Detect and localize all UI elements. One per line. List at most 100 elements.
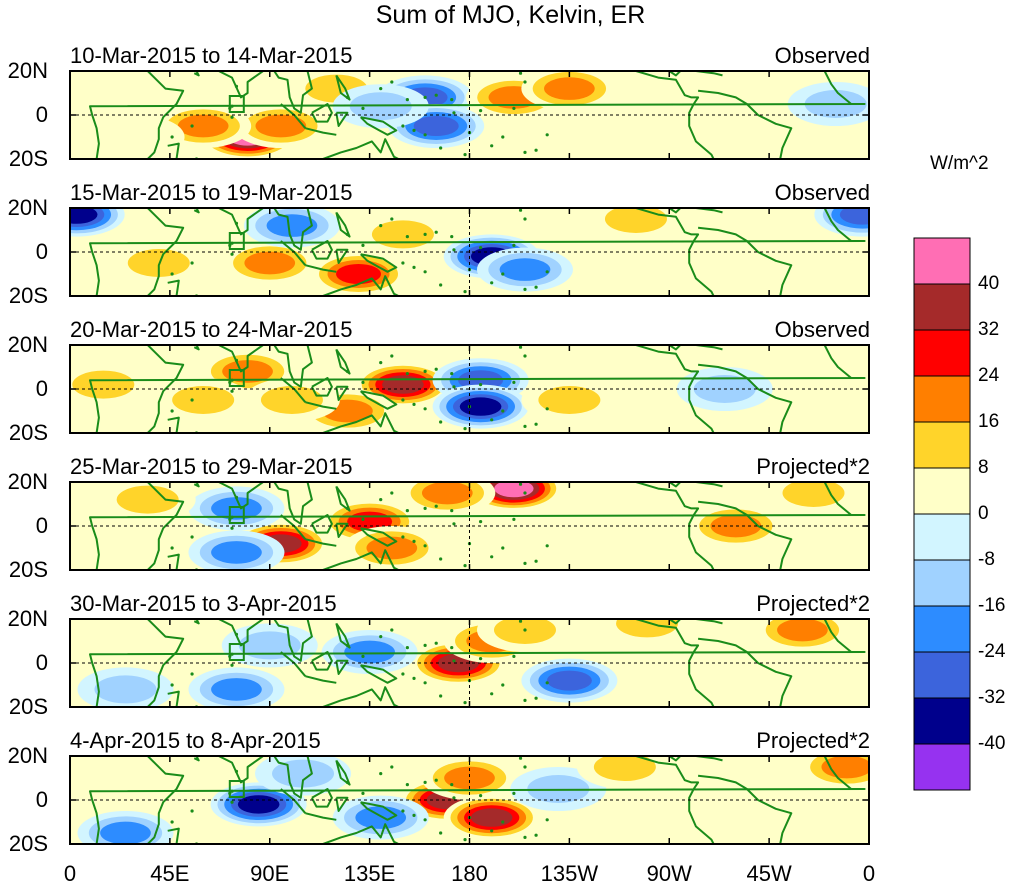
island-4-22 xyxy=(478,520,483,524)
island-5-9 xyxy=(439,694,443,698)
anomaly-contour-3-4-3 xyxy=(222,360,273,383)
coastline-5-10 xyxy=(335,659,349,675)
island-6-26 xyxy=(518,756,523,760)
island-3-26 xyxy=(518,345,523,349)
island-4-27 xyxy=(437,573,440,576)
island-3-20 xyxy=(501,409,505,413)
island-6-31 xyxy=(170,820,174,824)
island-3-15 xyxy=(405,372,409,376)
lat-tick-label: 0 xyxy=(35,102,48,127)
lon-tick-label: 45W xyxy=(746,861,792,886)
panel-type-label: Observed xyxy=(774,180,870,205)
anomaly-contour-4-10-2 xyxy=(116,485,179,514)
island-1-24 xyxy=(545,133,549,137)
island-3-24 xyxy=(545,407,549,411)
island-3-16 xyxy=(434,367,438,371)
island-1-12 xyxy=(450,98,454,102)
coastline-6-3 xyxy=(167,827,180,844)
coastline-4-4 xyxy=(193,482,200,488)
panel-date-range: 30-Mar-2015 to 3-Apr-2015 xyxy=(70,591,337,616)
island-3-13 xyxy=(423,369,427,373)
island-1-20 xyxy=(501,135,505,139)
island-2-20 xyxy=(501,272,505,276)
island-1-25 xyxy=(523,80,527,84)
chart-title: Sum of MJO, Kelvin, ER xyxy=(375,1,646,29)
island-2-6 xyxy=(401,261,405,265)
map-panel-3 xyxy=(69,344,870,439)
coastline-3-16 xyxy=(668,345,682,351)
island-2-22 xyxy=(478,246,483,250)
island-3-7 xyxy=(412,402,416,406)
island-5-27 xyxy=(437,710,440,713)
anomaly-contour-3-1-5 xyxy=(382,375,424,394)
lat-tick-label: 0 xyxy=(35,787,48,812)
island-4-7 xyxy=(412,539,416,544)
island-4-18 xyxy=(523,561,527,566)
panel-type-label: Projected*2 xyxy=(756,728,870,753)
colorbar-box-11 xyxy=(913,697,971,745)
colorbar-box-9 xyxy=(913,605,971,653)
coastline-1-14 xyxy=(635,71,715,159)
lat-tick-label: 20S xyxy=(8,694,48,719)
coastline-1-6 xyxy=(273,71,313,114)
coastline-5-3 xyxy=(167,690,180,707)
coastline-3-4 xyxy=(193,345,200,351)
island-3-27 xyxy=(437,436,440,439)
island-1-6 xyxy=(401,124,405,128)
island-3-6 xyxy=(401,398,405,402)
coastline-6-16 xyxy=(668,756,682,762)
lat-tick-label: 20N xyxy=(7,195,48,220)
island-6-3 xyxy=(230,800,234,804)
island-3-28 xyxy=(379,361,383,365)
coastline-4-12 xyxy=(359,527,398,547)
coastline-2-2 xyxy=(146,208,185,296)
coastline-5-11 xyxy=(335,622,351,649)
island-5-16 xyxy=(434,641,438,645)
island-4-15 xyxy=(405,509,409,513)
island-6-11 xyxy=(452,796,456,800)
island-1-27 xyxy=(437,162,440,165)
island-5-15 xyxy=(405,646,409,650)
island-4-17 xyxy=(490,555,494,559)
map-panel-6 xyxy=(69,755,870,845)
island-3-22 xyxy=(478,383,483,387)
coastline-1-11 xyxy=(335,74,351,101)
anomaly-contour-5-5-3 xyxy=(211,678,262,701)
anomaly-contour-1-10-1 xyxy=(88,115,185,159)
island-2-18 xyxy=(523,287,527,291)
reference-box-1 xyxy=(228,95,245,113)
colorbar-unit: W/m^2 xyxy=(930,153,989,174)
anomaly-contour-3-3-5 xyxy=(459,397,502,416)
island-3-10 xyxy=(463,427,467,431)
anomaly-contour-5-6-3 xyxy=(344,640,395,664)
reference-box-3 xyxy=(228,369,245,387)
lat-tick-label: 20N xyxy=(7,332,48,357)
island-3-14 xyxy=(390,354,394,358)
anomaly-contour-3-7-2 xyxy=(72,370,135,399)
coastline-3-14 xyxy=(635,345,715,433)
coastline-4-1 xyxy=(89,482,866,570)
island-1-11 xyxy=(452,111,456,115)
reference-box-2 xyxy=(228,232,245,250)
colorbar-tick-label: -40 xyxy=(978,733,1006,754)
island-4-6 xyxy=(401,535,405,539)
island-6-13 xyxy=(423,780,427,785)
island-5-29 xyxy=(361,654,365,659)
island-3-31 xyxy=(170,409,174,413)
coastline-5-13 xyxy=(322,686,399,707)
coastline-3-12 xyxy=(359,390,398,410)
island-6-23 xyxy=(512,791,516,796)
island-2-12 xyxy=(450,235,454,239)
lat-tick-label: 20N xyxy=(7,58,48,83)
coastline-2-8 xyxy=(305,264,337,273)
panel-date-range: 20-Mar-2015 to 24-Mar-2015 xyxy=(70,317,353,342)
panel-type-label: Observed xyxy=(774,317,870,342)
anomaly-contour-2-8-5 xyxy=(70,208,98,224)
coastline-6-4 xyxy=(193,756,200,762)
island-1-1 xyxy=(234,84,239,88)
coastline-1-8 xyxy=(305,127,337,136)
island-1-3 xyxy=(230,115,234,119)
island-3-11 xyxy=(452,385,456,389)
island-5-23 xyxy=(512,654,516,659)
